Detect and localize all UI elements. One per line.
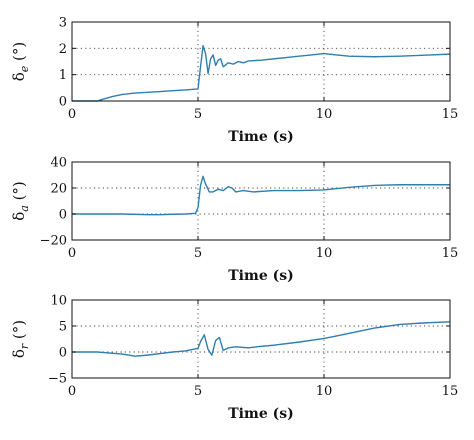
y-tick-label: 3 [59, 16, 67, 31]
y-tick-label: −5 [48, 372, 67, 387]
y-tick-label: 0 [59, 95, 67, 110]
y-tick-label: 40 [50, 156, 67, 171]
plot-frame [71, 21, 451, 102]
x-tick-label: 5 [194, 246, 202, 261]
y-axis-label: δr (°) [10, 320, 31, 358]
y-axis-label: δa (°) [10, 181, 31, 221]
plot-frame [71, 161, 451, 241]
x-tick-label: 10 [316, 246, 333, 261]
x-axis-label: Time (s) [228, 129, 293, 145]
y-tick-label: −20 [40, 234, 67, 249]
x-tick-label: 15 [442, 246, 459, 261]
series-line [72, 321, 451, 357]
y-axis-label: δe (°) [10, 42, 31, 82]
plot-frame [71, 299, 451, 379]
chart-panel-1: 0 5 10 15 0 1 2 3 Time (s) δe (°) [10, 16, 458, 146]
x-tick-label: 10 [316, 384, 333, 399]
y-tick-label: 10 [50, 294, 67, 309]
y-tick-label: 1 [59, 68, 67, 83]
x-tick-label: 15 [442, 107, 459, 122]
x-tick-label: 0 [68, 384, 76, 399]
y-tick-label: 0 [59, 208, 67, 223]
x-tick-label: 0 [68, 246, 76, 261]
x-axis-label: Time (s) [228, 406, 293, 422]
y-tick-label: 5 [59, 320, 67, 335]
x-tick-label: 5 [194, 107, 202, 122]
series-line [72, 175, 450, 216]
y-tick-label: 20 [50, 182, 67, 197]
x-tick-label: 0 [68, 107, 76, 122]
x-tick-label: 10 [316, 107, 333, 122]
y-tick-label: 0 [59, 346, 67, 361]
x-tick-label: 5 [194, 384, 202, 399]
y-tick-label: 2 [59, 42, 67, 57]
x-axis-label: Time (s) [228, 268, 293, 284]
x-tick-label: 15 [442, 384, 459, 399]
series-line [72, 45, 451, 102]
